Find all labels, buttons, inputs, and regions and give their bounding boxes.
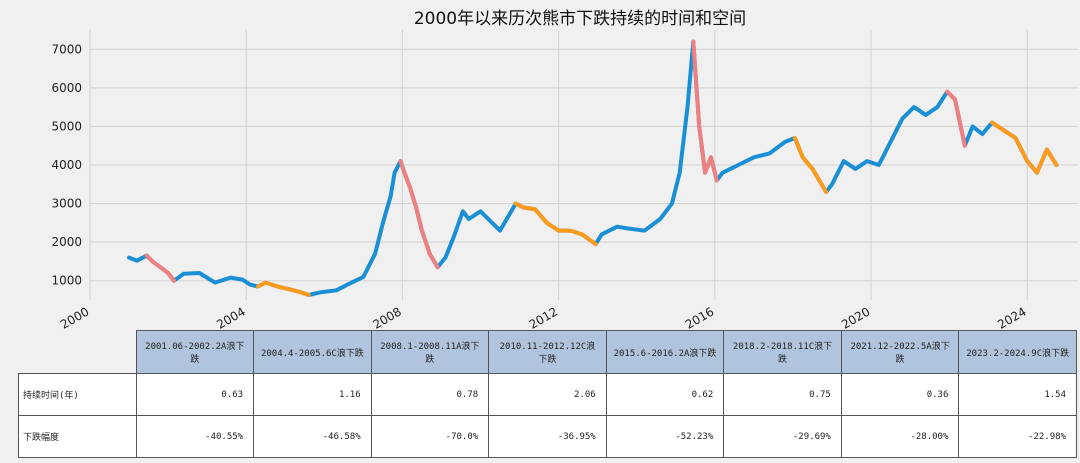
summary-table: 2001.06-2002.2A浪下跌 2004.4-2005.6C浪下跌 200… — [18, 330, 1077, 458]
table-cell: -28.00% — [840, 415, 960, 458]
y-tick-label: 5000 — [51, 119, 82, 133]
y-tick-label: 6000 — [51, 81, 82, 95]
y-tick-label: 7000 — [51, 42, 82, 56]
x-tick-label: 2012 — [527, 304, 560, 330]
table-cell: 0.62 — [605, 373, 725, 416]
table-corner — [18, 330, 137, 374]
table-cell: 0.63 — [135, 373, 255, 416]
bear-segment — [792, 136, 829, 194]
x-tick-label: 2008 — [370, 304, 403, 330]
table-cell: -36.95% — [488, 415, 607, 458]
series-line — [127, 39, 1059, 297]
column-header: 2001.06-2002.2A浪下跌 — [135, 330, 255, 374]
table-cell: -22.98% — [958, 415, 1077, 458]
table-cell: -29.69% — [723, 415, 842, 458]
bear-segment — [513, 201, 598, 247]
table-cell: 0.78 — [370, 373, 490, 416]
column-header: 2018.2-2018.11C浪下跌 — [723, 330, 842, 374]
table-cell: 0.75 — [723, 373, 842, 416]
column-header: 2023.2-2024.9C浪下跌 — [958, 330, 1077, 374]
bear-segment — [144, 253, 176, 283]
row-label: 下跌幅度 — [18, 415, 137, 458]
x-tick-label: 2024 — [995, 304, 1028, 330]
table-cell: -46.58% — [253, 415, 372, 458]
table-cell: 0.36 — [840, 373, 960, 416]
column-header: 2008.1-2008.11A浪下跌 — [370, 330, 490, 374]
bear-segment — [945, 89, 967, 148]
row-label: 持续时间(年) — [18, 373, 137, 416]
bear-segment — [398, 159, 440, 270]
y-tick-label: 1000 — [51, 274, 82, 288]
column-header: 2015.6-2016.2A浪下跌 — [605, 330, 725, 374]
table-cell: -70.0% — [370, 415, 490, 458]
bear-segment — [990, 120, 1059, 175]
x-tick-label: 2000 — [58, 304, 91, 330]
column-header: 2021.12-2022.5A浪下跌 — [840, 330, 960, 374]
y-tick-label: 2000 — [51, 235, 82, 249]
table-row-duration: 持续时间(年) 0.63 1.16 0.78 2.06 0.62 0.75 0.… — [18, 373, 1077, 416]
table-row-decline: 下跌幅度 -40.55% -46.58% -70.0% -36.95% -52.… — [18, 415, 1077, 458]
table-cell: 1.16 — [253, 373, 372, 416]
bear-segment — [255, 280, 311, 297]
y-tick-label: 3000 — [51, 197, 82, 211]
y-tick-label: 4000 — [51, 158, 82, 172]
table-cell: -40.55% — [135, 415, 255, 458]
table-header-row: 2001.06-2002.2A浪下跌 2004.4-2005.6C浪下跌 200… — [18, 330, 1077, 374]
table-cell: -52.23% — [605, 415, 725, 458]
table-cell: 2.06 — [488, 373, 607, 416]
chart-plot: 1000 2000 3000 4000 5000 6000 7000 2000 2004 2008… — [51, 30, 1078, 330]
bear-segment — [691, 39, 719, 183]
table-cell: 1.54 — [958, 373, 1077, 416]
x-tick-label: 2020 — [839, 304, 872, 330]
column-header: 2010.11-2012.12C浪下跌 — [488, 330, 607, 374]
x-tick-label: 2016 — [683, 304, 716, 330]
column-header: 2004.4-2005.6C浪下跌 — [253, 330, 372, 374]
x-tick-label: 2004 — [214, 304, 247, 330]
chart-title: 2000年以来历次熊市下跌持续的时间和空间 — [413, 9, 747, 29]
